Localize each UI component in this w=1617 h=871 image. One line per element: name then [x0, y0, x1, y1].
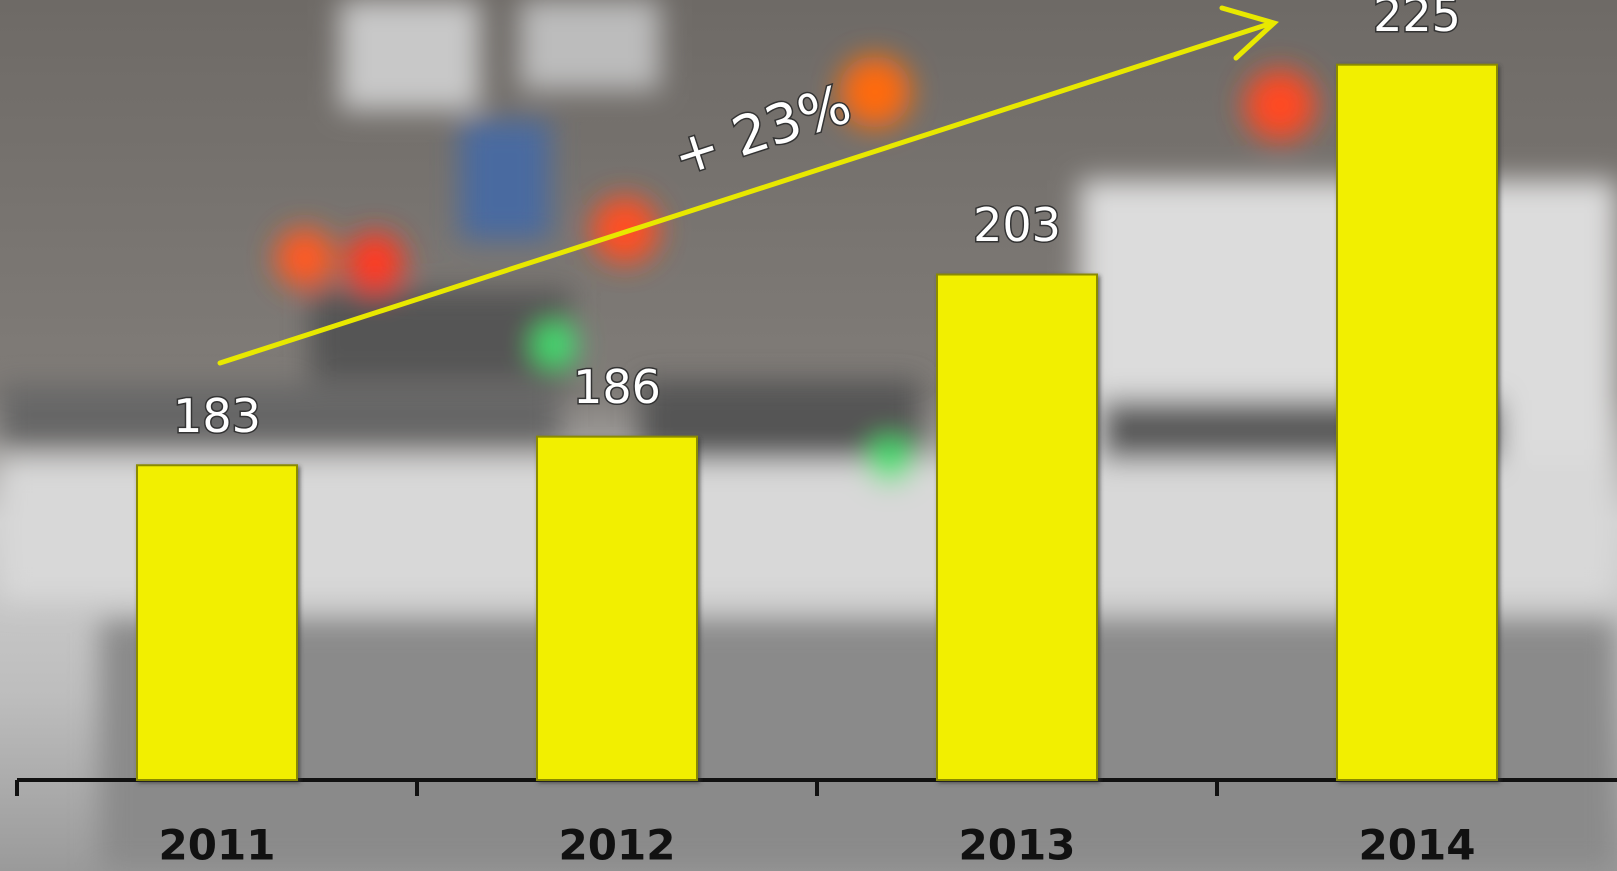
- x-tick-label: 2011: [159, 821, 276, 870]
- value-label: 225: [1373, 0, 1461, 42]
- value-label: 203: [973, 198, 1061, 252]
- x-tick-label: 2013: [959, 821, 1076, 870]
- bar: [1336, 63, 1498, 781]
- bar: [136, 464, 298, 781]
- bar: [536, 435, 698, 781]
- x-tick-label: 2012: [559, 821, 676, 870]
- value-label: 183: [173, 389, 261, 443]
- x-axis-ticks: [15, 780, 1219, 796]
- trend-arrow: [217, 5, 1279, 366]
- bar: [936, 273, 1098, 781]
- x-tick-label: 2014: [1359, 821, 1476, 870]
- value-label: 186: [573, 360, 661, 414]
